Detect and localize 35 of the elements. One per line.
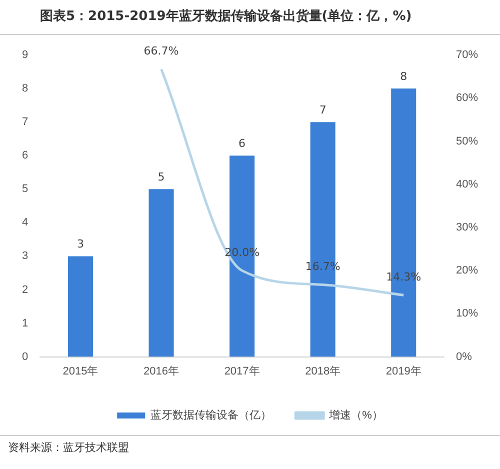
legend-label: 蓝牙数据传输设备（亿） bbox=[150, 408, 272, 422]
y-tick-label: 9 bbox=[22, 49, 28, 62]
y-tick-label: 4 bbox=[22, 216, 28, 229]
x-tick-label: 2016年 bbox=[144, 365, 180, 378]
y-tick-label: 0 bbox=[22, 350, 28, 363]
y2-tick-label: 20% bbox=[456, 264, 478, 277]
y-tick-label: 6 bbox=[22, 150, 28, 162]
data-label: 7 bbox=[319, 103, 326, 116]
legend-label: 增速（%） bbox=[328, 408, 383, 422]
bar bbox=[68, 256, 94, 357]
data-label: 3 bbox=[77, 238, 84, 251]
y-tick-label: 5 bbox=[22, 183, 28, 196]
data-label: 6 bbox=[238, 136, 246, 150]
chart-title: 图表5：2015-2019年蓝牙数据传输设备出货量(单位：亿，%) bbox=[0, 0, 500, 35]
data-label: 5 bbox=[158, 170, 165, 184]
y-tick-label: 2 bbox=[22, 284, 28, 296]
y-tick-label: 3 bbox=[22, 250, 28, 262]
y2-tick-label: 70% bbox=[456, 49, 478, 62]
y2-tick-label: 30% bbox=[456, 221, 478, 234]
y2-tick-label: 40% bbox=[456, 178, 478, 190]
y-tick-label: 8 bbox=[22, 82, 28, 95]
y2-tick-label: 0% bbox=[456, 350, 472, 363]
y-tick-label: 1 bbox=[22, 317, 28, 330]
x-tick-label: 2017年 bbox=[224, 365, 260, 378]
data-label: 8 bbox=[400, 70, 408, 83]
data-label: 66.7% bbox=[144, 44, 179, 58]
text: 资料来源：蓝牙技术联盟 bbox=[0, 435, 500, 459]
x-tick-label: 2018年 bbox=[305, 365, 341, 378]
y2-tick-label: 50% bbox=[456, 135, 478, 148]
bar bbox=[148, 189, 174, 357]
y2-tick-label: 10% bbox=[456, 308, 478, 320]
y2-tick-label: 60% bbox=[456, 92, 478, 104]
y-tick-label: 7 bbox=[22, 116, 28, 128]
x-tick-label: 2019年 bbox=[386, 365, 422, 378]
x-tick-label: 2015年 bbox=[62, 365, 98, 378]
